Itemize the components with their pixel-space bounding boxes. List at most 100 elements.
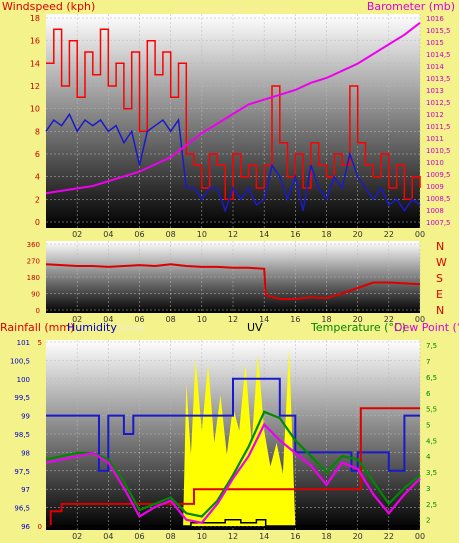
rain-y-tick: 0 bbox=[38, 523, 42, 531]
x-tick-label: 12 bbox=[228, 230, 238, 239]
wind-gust-line bbox=[46, 28, 421, 201]
humidity-y-tick: 99,5 bbox=[14, 394, 30, 402]
baro-y-tick: 1010,5 bbox=[426, 147, 451, 155]
baro-y-tick: 1015 bbox=[426, 39, 444, 47]
dir-y-tick: 270 bbox=[27, 258, 40, 266]
x-tick-label: 14 bbox=[259, 532, 269, 541]
humidity-y-tick: 100,5 bbox=[10, 357, 30, 365]
compass-label: E bbox=[436, 288, 443, 301]
temp-y-tick: 5 bbox=[426, 421, 430, 429]
x-tick-label: 04 bbox=[103, 315, 113, 324]
baro-y-tick: 1008,5 bbox=[426, 195, 451, 203]
x-tick-label: 08 bbox=[166, 230, 176, 239]
x-tick-label: 06 bbox=[134, 230, 144, 239]
baro-y-tick: 1009 bbox=[426, 183, 444, 191]
x-tick-label: 02 bbox=[72, 532, 82, 541]
uv-line bbox=[46, 518, 420, 527]
x-tick-label: 18 bbox=[321, 230, 331, 239]
temp-y-tick: 7,5 bbox=[426, 342, 437, 350]
x-tick-label: 18 bbox=[321, 315, 331, 324]
x-tick-label: 04 bbox=[103, 532, 113, 541]
x-tick-label: 22 bbox=[384, 230, 394, 239]
x-tick-label: 20 bbox=[353, 532, 363, 541]
temp-y-tick: 4 bbox=[426, 453, 431, 461]
humidity-y-tick: 96 bbox=[21, 523, 30, 531]
humidity-y-tick: 99 bbox=[21, 413, 30, 421]
x-tick-label: 00 bbox=[415, 230, 425, 239]
baro-y-tick: 1013,5 bbox=[426, 75, 451, 83]
baro-y-tick: 1015,5 bbox=[426, 27, 451, 35]
humidity-y-tick: 96,5 bbox=[14, 505, 30, 513]
temperature-label: Temperature (°C) bbox=[310, 321, 406, 334]
baro-y-tick: 1009,5 bbox=[426, 171, 451, 179]
wind-average-line bbox=[45, 112, 421, 214]
baro-y-tick: 1014,5 bbox=[426, 51, 451, 59]
x-tick-label: 12 bbox=[228, 532, 238, 541]
dir-y-tick: 360 bbox=[27, 241, 40, 249]
dir-y-tick: 0 bbox=[36, 307, 40, 315]
x-tick-label: 16 bbox=[290, 532, 300, 541]
humidity-line bbox=[46, 377, 420, 472]
baro-y-tick: 1011,5 bbox=[426, 123, 451, 131]
temp-y-tick: 7 bbox=[426, 358, 430, 366]
x-tick-label: 12 bbox=[228, 315, 238, 324]
dewpoint-line bbox=[45, 422, 421, 525]
temp-y-tick: 4,5 bbox=[426, 437, 437, 445]
x-tick-label: 20 bbox=[353, 315, 363, 324]
temp-y-tick: 6,5 bbox=[426, 374, 437, 382]
x-tick-label: 08 bbox=[166, 532, 176, 541]
wind-y-tick: 6 bbox=[35, 150, 40, 159]
barometer-line bbox=[45, 22, 421, 195]
humidity-y-tick: 97,5 bbox=[14, 468, 30, 476]
x-tick-label: 08 bbox=[166, 315, 176, 324]
wind-y-tick: 10 bbox=[30, 105, 40, 114]
humidity-y-tick: 101 bbox=[17, 339, 30, 347]
wind-direction-line bbox=[45, 263, 421, 300]
baro-y-tick: 1016 bbox=[426, 15, 444, 23]
baro-y-tick: 1010 bbox=[426, 159, 444, 167]
compass-label: N bbox=[436, 304, 444, 317]
x-tick-label: 10 bbox=[197, 230, 207, 239]
dewpoint-label: Dew Point (°C) bbox=[394, 321, 459, 334]
compass-label: N bbox=[436, 240, 444, 253]
baro-y-tick: 1012 bbox=[426, 111, 444, 119]
rainfall-label: Rainfall (mm) bbox=[0, 321, 74, 334]
x-tick-label: 22 bbox=[384, 532, 394, 541]
x-tick-label: 02 bbox=[72, 230, 82, 239]
x-tick-label: 18 bbox=[321, 532, 331, 541]
wind-y-tick: 4 bbox=[35, 173, 40, 182]
wind-y-tick: 14 bbox=[30, 59, 40, 68]
windspeed-label: Windspeed (kph) bbox=[2, 0, 95, 13]
baro-y-tick: 1011 bbox=[426, 135, 444, 143]
baro-y-tick: 1013 bbox=[426, 87, 444, 95]
wind-y-tick: 16 bbox=[30, 37, 40, 46]
humidity-y-tick: 98 bbox=[21, 449, 30, 457]
wind-y-tick: 8 bbox=[35, 127, 40, 136]
baro-y-tick: 1008 bbox=[426, 207, 444, 215]
temp-y-tick: 3,5 bbox=[426, 469, 437, 477]
uv-label: UV bbox=[247, 321, 263, 334]
solar-area bbox=[183, 347, 296, 526]
temperature-line bbox=[45, 410, 421, 518]
baro-y-tick: 1014 bbox=[426, 63, 444, 71]
x-tick-label: 16 bbox=[290, 230, 300, 239]
baro-y-tick: 1007,5 bbox=[426, 219, 451, 227]
x-tick-label: 00 bbox=[415, 315, 425, 324]
wind-y-tick: 0 bbox=[35, 218, 40, 227]
solar-label: Solar bbox=[118, 321, 147, 334]
x-tick-label: 14 bbox=[259, 315, 269, 324]
wind-y-tick: 12 bbox=[30, 82, 40, 91]
temp-y-tick: 6 bbox=[426, 390, 431, 398]
humidity-y-tick: 98,5 bbox=[14, 431, 30, 439]
x-tick-label: 14 bbox=[259, 230, 269, 239]
baro-y-tick: 1012,5 bbox=[426, 99, 451, 107]
rainfall-line bbox=[46, 407, 420, 527]
x-tick-label: 10 bbox=[197, 532, 207, 541]
x-tick-label: 06 bbox=[134, 532, 144, 541]
rain-y-tick: 5 bbox=[38, 339, 42, 347]
compass-label: W bbox=[436, 256, 447, 269]
faint-title: 24 hour graph to 00:00 ... bbox=[175, 2, 304, 13]
x-tick-label: 20 bbox=[353, 230, 363, 239]
